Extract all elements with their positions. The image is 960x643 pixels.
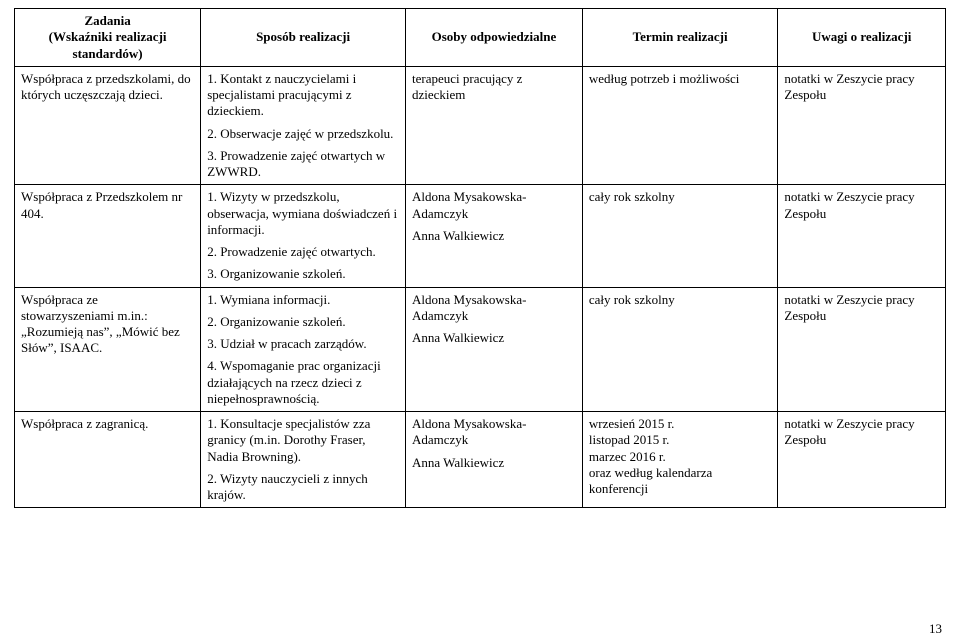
sposob-item: 3. Udział w pracach zarządów.	[207, 336, 399, 352]
osoba-item: terapeuci pracujący z dzieckiem	[412, 71, 576, 104]
col-header-zadania: Zadania(Wskaźniki realizacji standardów)	[15, 9, 201, 67]
osoba-item: Anna Walkiewicz	[412, 330, 576, 346]
sposob-item: 1. Kontakt z nauczycielami i specjalista…	[207, 71, 399, 120]
header-row: Zadania(Wskaźniki realizacji standardów)…	[15, 9, 946, 67]
osoba-item: Aldona Mysakowska-Adamczyk	[412, 416, 576, 449]
cell-zadania: Współpraca z Przedszkolem nr 404.	[15, 185, 201, 287]
cell-termin: cały rok szkolny	[582, 185, 778, 287]
cell-termin: cały rok szkolny	[582, 287, 778, 412]
col-header-sposob: Sposób realizacji	[201, 9, 406, 67]
cell-uwagi: notatki w Zeszycie pracy Zespołu	[778, 185, 946, 287]
cell-uwagi: notatki w Zeszycie pracy Zespołu	[778, 287, 946, 412]
cell-osoby: Aldona Mysakowska-Adamczyk Anna Walkiewi…	[406, 412, 583, 508]
table-row: Współpraca z zagranicą. 1. Konsultacje s…	[15, 412, 946, 508]
sposob-item: 1. Wymiana informacji.	[207, 292, 399, 308]
cell-sposob: 1. Wizyty w przedszkolu, obserwacja, wym…	[201, 185, 406, 287]
sposob-item: 3. Prowadzenie zajęć otwartych w ZWWRD.	[207, 148, 399, 181]
sposob-item: 2. Prowadzenie zajęć otwartych.	[207, 244, 399, 260]
sposob-item: 3. Organizowanie szkoleń.	[207, 266, 399, 282]
cell-zadania: Współpraca ze stowarzyszeniami m.in.: „R…	[15, 287, 201, 412]
cell-uwagi: notatki w Zeszycie pracy Zespołu	[778, 66, 946, 185]
table-row: Współpraca ze stowarzyszeniami m.in.: „R…	[15, 287, 946, 412]
cell-sposob: 1. Konsultacje specjalistów zza granicy …	[201, 412, 406, 508]
cell-zadania: Współpraca z przedszkolami, do których u…	[15, 66, 201, 185]
col-header-uwagi: Uwagi o realizacji	[778, 9, 946, 67]
col-header-termin: Termin realizacji	[582, 9, 778, 67]
cell-sposob: 1. Wymiana informacji. 2. Organizowanie …	[201, 287, 406, 412]
sposob-item: 4. Wspomaganie prac organizacji działają…	[207, 358, 399, 407]
sposob-item: 1. Wizyty w przedszkolu, obserwacja, wym…	[207, 189, 399, 238]
cell-zadania: Współpraca z zagranicą.	[15, 412, 201, 508]
osoba-item: Aldona Mysakowska-Adamczyk	[412, 189, 576, 222]
col-header-osoby: Osoby odpowiedzialne	[406, 9, 583, 67]
sposob-item: 2. Obserwacje zajęć w przedszkolu.	[207, 126, 399, 142]
cell-osoby: terapeuci pracujący z dzieckiem	[406, 66, 583, 185]
table-row: Współpraca z Przedszkolem nr 404. 1. Wiz…	[15, 185, 946, 287]
cell-osoby: Aldona Mysakowska-Adamczyk Anna Walkiewi…	[406, 185, 583, 287]
table-row: Współpraca z przedszkolami, do których u…	[15, 66, 946, 185]
cell-sposob: 1. Kontakt z nauczycielami i specjalista…	[201, 66, 406, 185]
osoba-item: Aldona Mysakowska-Adamczyk	[412, 292, 576, 325]
cell-termin: wrzesień 2015 r.listopad 2015 r.marzec 2…	[582, 412, 778, 508]
cell-termin: według potrzeb i możliwości	[582, 66, 778, 185]
sposob-item: 2. Organizowanie szkoleń.	[207, 314, 399, 330]
osoba-item: Anna Walkiewicz	[412, 228, 576, 244]
plan-table: Zadania(Wskaźniki realizacji standardów)…	[14, 8, 946, 508]
cell-osoby: Aldona Mysakowska-Adamczyk Anna Walkiewi…	[406, 287, 583, 412]
cell-uwagi: notatki w Zeszycie pracy Zespołu	[778, 412, 946, 508]
page-number: 13	[929, 621, 942, 637]
sposob-item: 2. Wizyty nauczycieli z innych krajów.	[207, 471, 399, 504]
osoba-item: Anna Walkiewicz	[412, 455, 576, 471]
sposob-item: 1. Konsultacje specjalistów zza granicy …	[207, 416, 399, 465]
